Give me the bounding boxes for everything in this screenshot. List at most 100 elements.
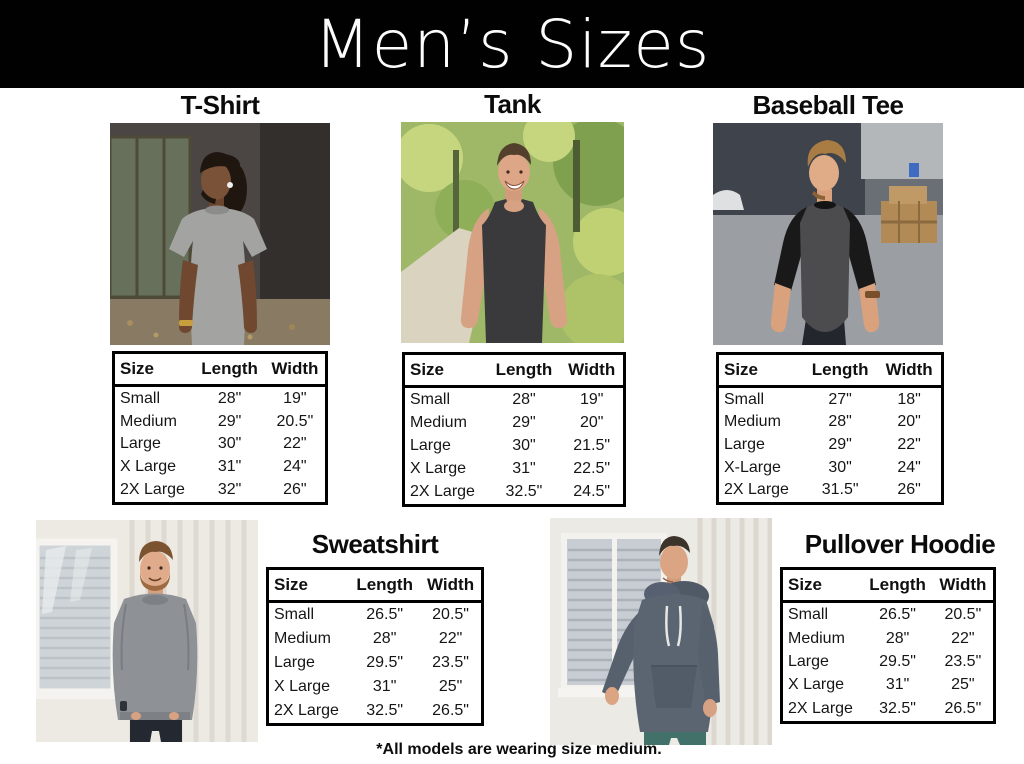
table-row: X Large 31" 24" [114,456,327,479]
pullover-hoodie-size-table: Size Length Width Small 26.5" 20.5" Medium 2… [780,567,996,724]
length-cell: 31" [512,460,536,478]
table-row: Medium 28" 20" [718,411,943,434]
size-cell: 2X Large [410,483,475,501]
length-cell: 32.5" [505,483,543,501]
table-row: X-Large 30" 24" [718,456,943,479]
tshirt-photo [110,123,330,345]
width-cell: 18" [897,390,921,408]
size-column-header: Size [781,568,863,603]
tank-title: Tank [484,89,541,119]
length-cell: 29.5" [879,652,916,670]
length-column-header: Length [487,353,561,388]
size-cell: Medium [120,412,177,430]
tank-size-table: Size Length Width Small 28" 19" Medium 29" 20… [402,352,626,507]
sweatshirt-model [112,541,198,742]
size-cell: 2X Large [724,481,789,499]
width-cell: 25" [951,676,975,694]
baseball-garment [800,201,850,332]
tshirt-size-table: Size Length Width Small 28" 19" Medium 29" 20… [112,351,328,505]
tank-photo [401,122,624,343]
size-cell: X Large [120,458,177,476]
width-cell: 22.5" [573,460,611,478]
length-cell: 30" [828,458,852,476]
width-cell: 20.5" [944,605,982,623]
size-cell: 2X Large [120,481,185,499]
size-cell: Small [788,605,829,623]
width-cell: 24" [283,458,307,476]
size-cell: Medium [724,413,781,431]
sweatshirt-photo-illustration [36,520,258,742]
width-cell: 20.5" [276,412,314,430]
baseball-tee-size-table: Size Length Width Small 27" 18" Medium 28" 20… [716,352,944,505]
table-header-row: Size Length Width [781,568,995,603]
width-cell: 20.5" [432,606,469,624]
page-title: Men’s Sizes [313,6,711,83]
width-cell: 23.5" [944,652,982,670]
length-column-header: Length [862,568,933,603]
length-cell: 32.5" [879,700,916,718]
width-cell: 23.5" [432,653,469,671]
size-column-header: Size [403,353,488,388]
width-cell: 21.5" [573,436,611,454]
pullover-hoodie-model [602,536,720,745]
length-cell: 28" [512,390,536,408]
length-column-header: Length [194,352,265,387]
length-cell: 28" [885,629,910,647]
tshirt-photo-illustration [110,123,330,345]
size-cell: Small [410,390,451,408]
width-cell: 22" [283,435,307,453]
length-cell: 31" [217,458,242,476]
tank-model [460,143,568,343]
tank-garment [482,199,546,343]
table-header-row: Size Length Width [113,352,327,387]
width-cell: 26.5" [944,700,982,718]
sweatshirt-size-table: Size Length Width Small 26.5" 20.5" Medium 2… [266,567,484,726]
table-row: X Large 31" 22.5" [404,458,625,481]
length-cell: 31" [372,677,397,695]
table-row: Large 29.5" 23.5" [268,651,483,675]
length-cell: 29" [828,435,852,453]
width-column-header: Width [932,568,995,603]
table-row: Large 30" 21.5" [404,434,625,457]
size-cell: X Large [788,676,845,694]
header-bar: Men’s Sizes [0,0,1024,88]
size-cell: Large [410,436,451,454]
pullover-hoodie-garment [633,594,715,732]
size-cell: X-Large [724,458,781,476]
width-column-header: Width [264,352,327,387]
table-row: 2X Large 32.5" 26.5" [782,697,995,722]
length-cell: 29.5" [366,653,404,671]
length-column-header: Length [803,353,878,388]
width-cell: 24" [897,458,921,476]
table-row: Medium 28" 22" [782,627,995,650]
length-column-header: Length [349,568,421,603]
size-cell: Large [788,652,829,670]
width-cell: 19" [579,390,604,408]
width-cell: 26" [283,481,307,499]
length-cell: 29" [217,412,242,430]
sweatshirt-photo [36,520,258,742]
length-cell: 26.5" [879,605,916,623]
sweatshirt-garment [112,593,198,720]
length-cell: 31.5" [821,481,859,499]
size-cell: Large [724,435,765,453]
size-cell: X Large [410,460,467,478]
width-cell: 26" [897,481,921,499]
length-cell: 29" [512,413,536,431]
pullover-hoodie-photo-illustration [550,518,772,745]
width-cell: 20" [579,413,604,431]
size-cell: Small [274,606,315,624]
size-cell: Large [120,435,161,453]
width-cell: 24.5" [573,483,611,501]
size-column-header: Size [717,353,803,388]
length-cell: 30" [512,436,536,454]
tshirt-garment [169,208,267,345]
size-cell: Small [724,390,765,408]
table-row: Small 27" 18" [718,387,943,412]
table-header-row: Size Length Width [267,568,483,603]
footnote: *All models are wearing size medium. [376,741,662,758]
table-row: Medium 29" 20.5" [114,410,327,433]
length-cell: 31" [885,676,910,694]
length-cell: 28" [217,389,242,407]
